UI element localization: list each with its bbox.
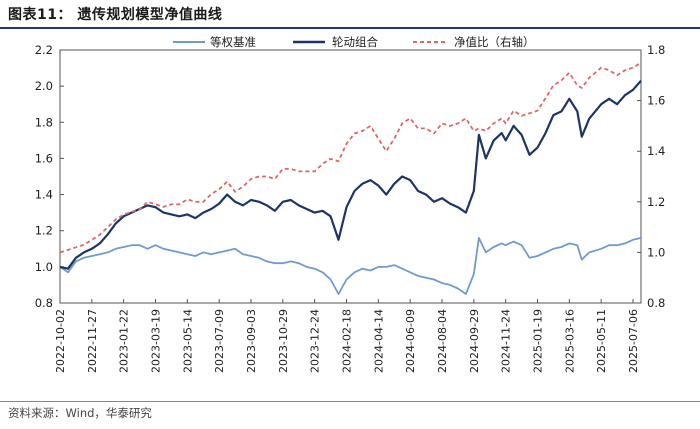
y-left-tick-label: 1.6 <box>35 151 53 165</box>
x-tick-label: 2025-01-19 <box>532 309 545 373</box>
chart-title: 图表11： 遗传规划模型净值曲线 <box>8 7 223 23</box>
x-tick-label: 2023-10-29 <box>277 309 290 373</box>
x-tick-label: 2024-02-18 <box>341 309 354 373</box>
x-tick-label: 2023-09-03 <box>245 309 258 373</box>
y-right-tick-label: 1.2 <box>647 195 665 209</box>
x-tick-label: 2023-12-24 <box>309 309 322 373</box>
source-note: 资料来源：Wind，华泰研究 <box>8 406 152 420</box>
x-tick-label: 2024-06-09 <box>404 309 417 373</box>
legend-label-3: 净值比（右轴） <box>454 35 535 49</box>
axes-frame <box>59 49 642 304</box>
x-tick-label: 2024-08-04 <box>436 309 449 373</box>
y-left-tick-label: 2.0 <box>35 79 53 93</box>
x-tick-label: 2025-05-11 <box>595 309 608 373</box>
x-tick-label: 2024-11-24 <box>500 309 513 373</box>
y-axis-right: 1.8 1.6 1.4 1.2 1.0 0.8 <box>637 43 665 310</box>
x-tick-label: 2024-04-14 <box>372 309 385 373</box>
footer-divider <box>0 401 700 402</box>
y-right-tick-label: 1.6 <box>647 94 665 108</box>
x-tick-label: 2023-07-09 <box>213 309 226 373</box>
x-tick-label: 2022-10-02 <box>54 309 67 373</box>
y-left-tick-label: 1.0 <box>35 260 53 274</box>
x-tick-label: 2023-01-22 <box>118 309 131 373</box>
y-left-tick-label: 1.8 <box>35 115 53 129</box>
legend: 等权基准 轮动组合 净值比（右轴） <box>173 35 535 49</box>
y-left-tick-label: 1.4 <box>35 188 53 202</box>
title-divider <box>0 27 700 29</box>
series-line-3 <box>59 61 642 254</box>
y-left-tick-label: 2.2 <box>35 43 53 57</box>
x-tick-label: 2025-03-16 <box>563 309 576 373</box>
y-right-tick-label: 1.8 <box>647 43 665 57</box>
series-line-1 <box>59 237 642 295</box>
series-layer <box>59 61 642 295</box>
y-left-tick-label: 1.2 <box>35 224 53 238</box>
x-tick-label: 2023-03-19 <box>150 309 163 373</box>
y-right-tick-label: 0.8 <box>647 296 665 310</box>
y-left-tick-label: 0.8 <box>35 296 53 310</box>
x-tick-label: 2024-09-29 <box>468 309 481 373</box>
legend-label-2: 轮动组合 <box>332 35 378 49</box>
x-tick-label: 2022-11-27 <box>86 309 99 373</box>
y-right-tick-label: 1.0 <box>647 245 665 259</box>
x-tick-label: 2025-07-06 <box>627 309 640 373</box>
y-right-tick-label: 1.4 <box>647 144 665 158</box>
legend-label-1: 等权基准 <box>210 35 256 49</box>
plot-frame <box>59 49 642 304</box>
x-axis: 2022-10-02 2022-11-27 2023-01-22 2023-03-19… <box>54 299 640 373</box>
x-tick-label: 2023-05-14 <box>181 309 194 373</box>
series-line-2 <box>59 79 642 270</box>
y-axis-left: 2.2 2.0 1.8 1.6 1.4 1.2 1.0 0.8 <box>35 43 64 310</box>
